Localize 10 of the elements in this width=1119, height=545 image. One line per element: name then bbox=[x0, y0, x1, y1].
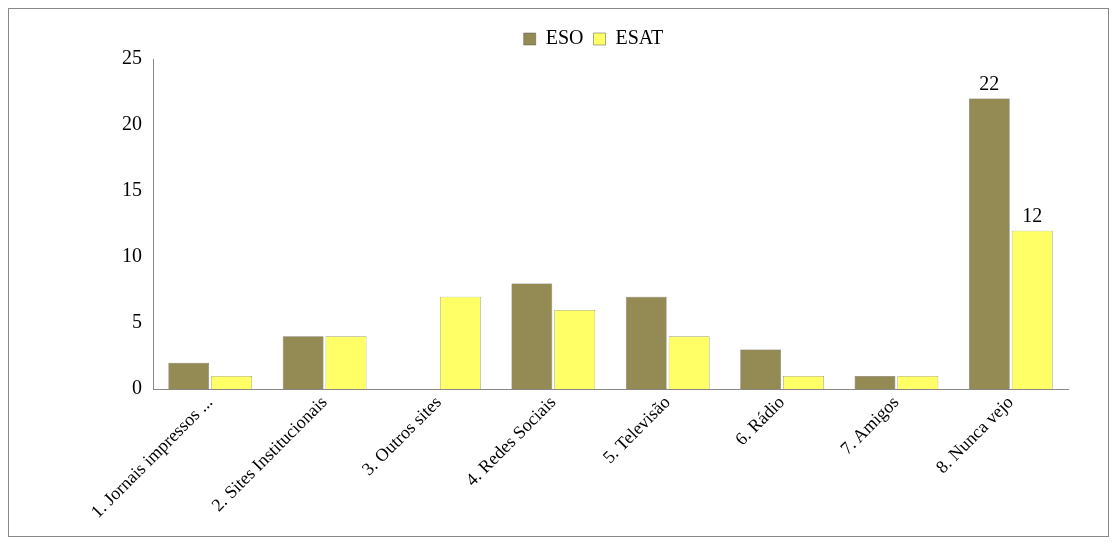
data-label: 12 bbox=[1022, 203, 1043, 226]
data-label: 22 bbox=[979, 71, 1000, 94]
y-tick-label: 25 bbox=[122, 46, 142, 69]
y-tick-label: 0 bbox=[132, 376, 142, 399]
legend-label: ESAT bbox=[615, 26, 664, 49]
legend-label: ESO bbox=[545, 26, 584, 49]
y-tick-label: 15 bbox=[122, 178, 142, 201]
y-tick-label: 20 bbox=[122, 112, 142, 135]
y-tick-label: 10 bbox=[122, 244, 142, 267]
y-tick-label: 5 bbox=[132, 310, 142, 333]
